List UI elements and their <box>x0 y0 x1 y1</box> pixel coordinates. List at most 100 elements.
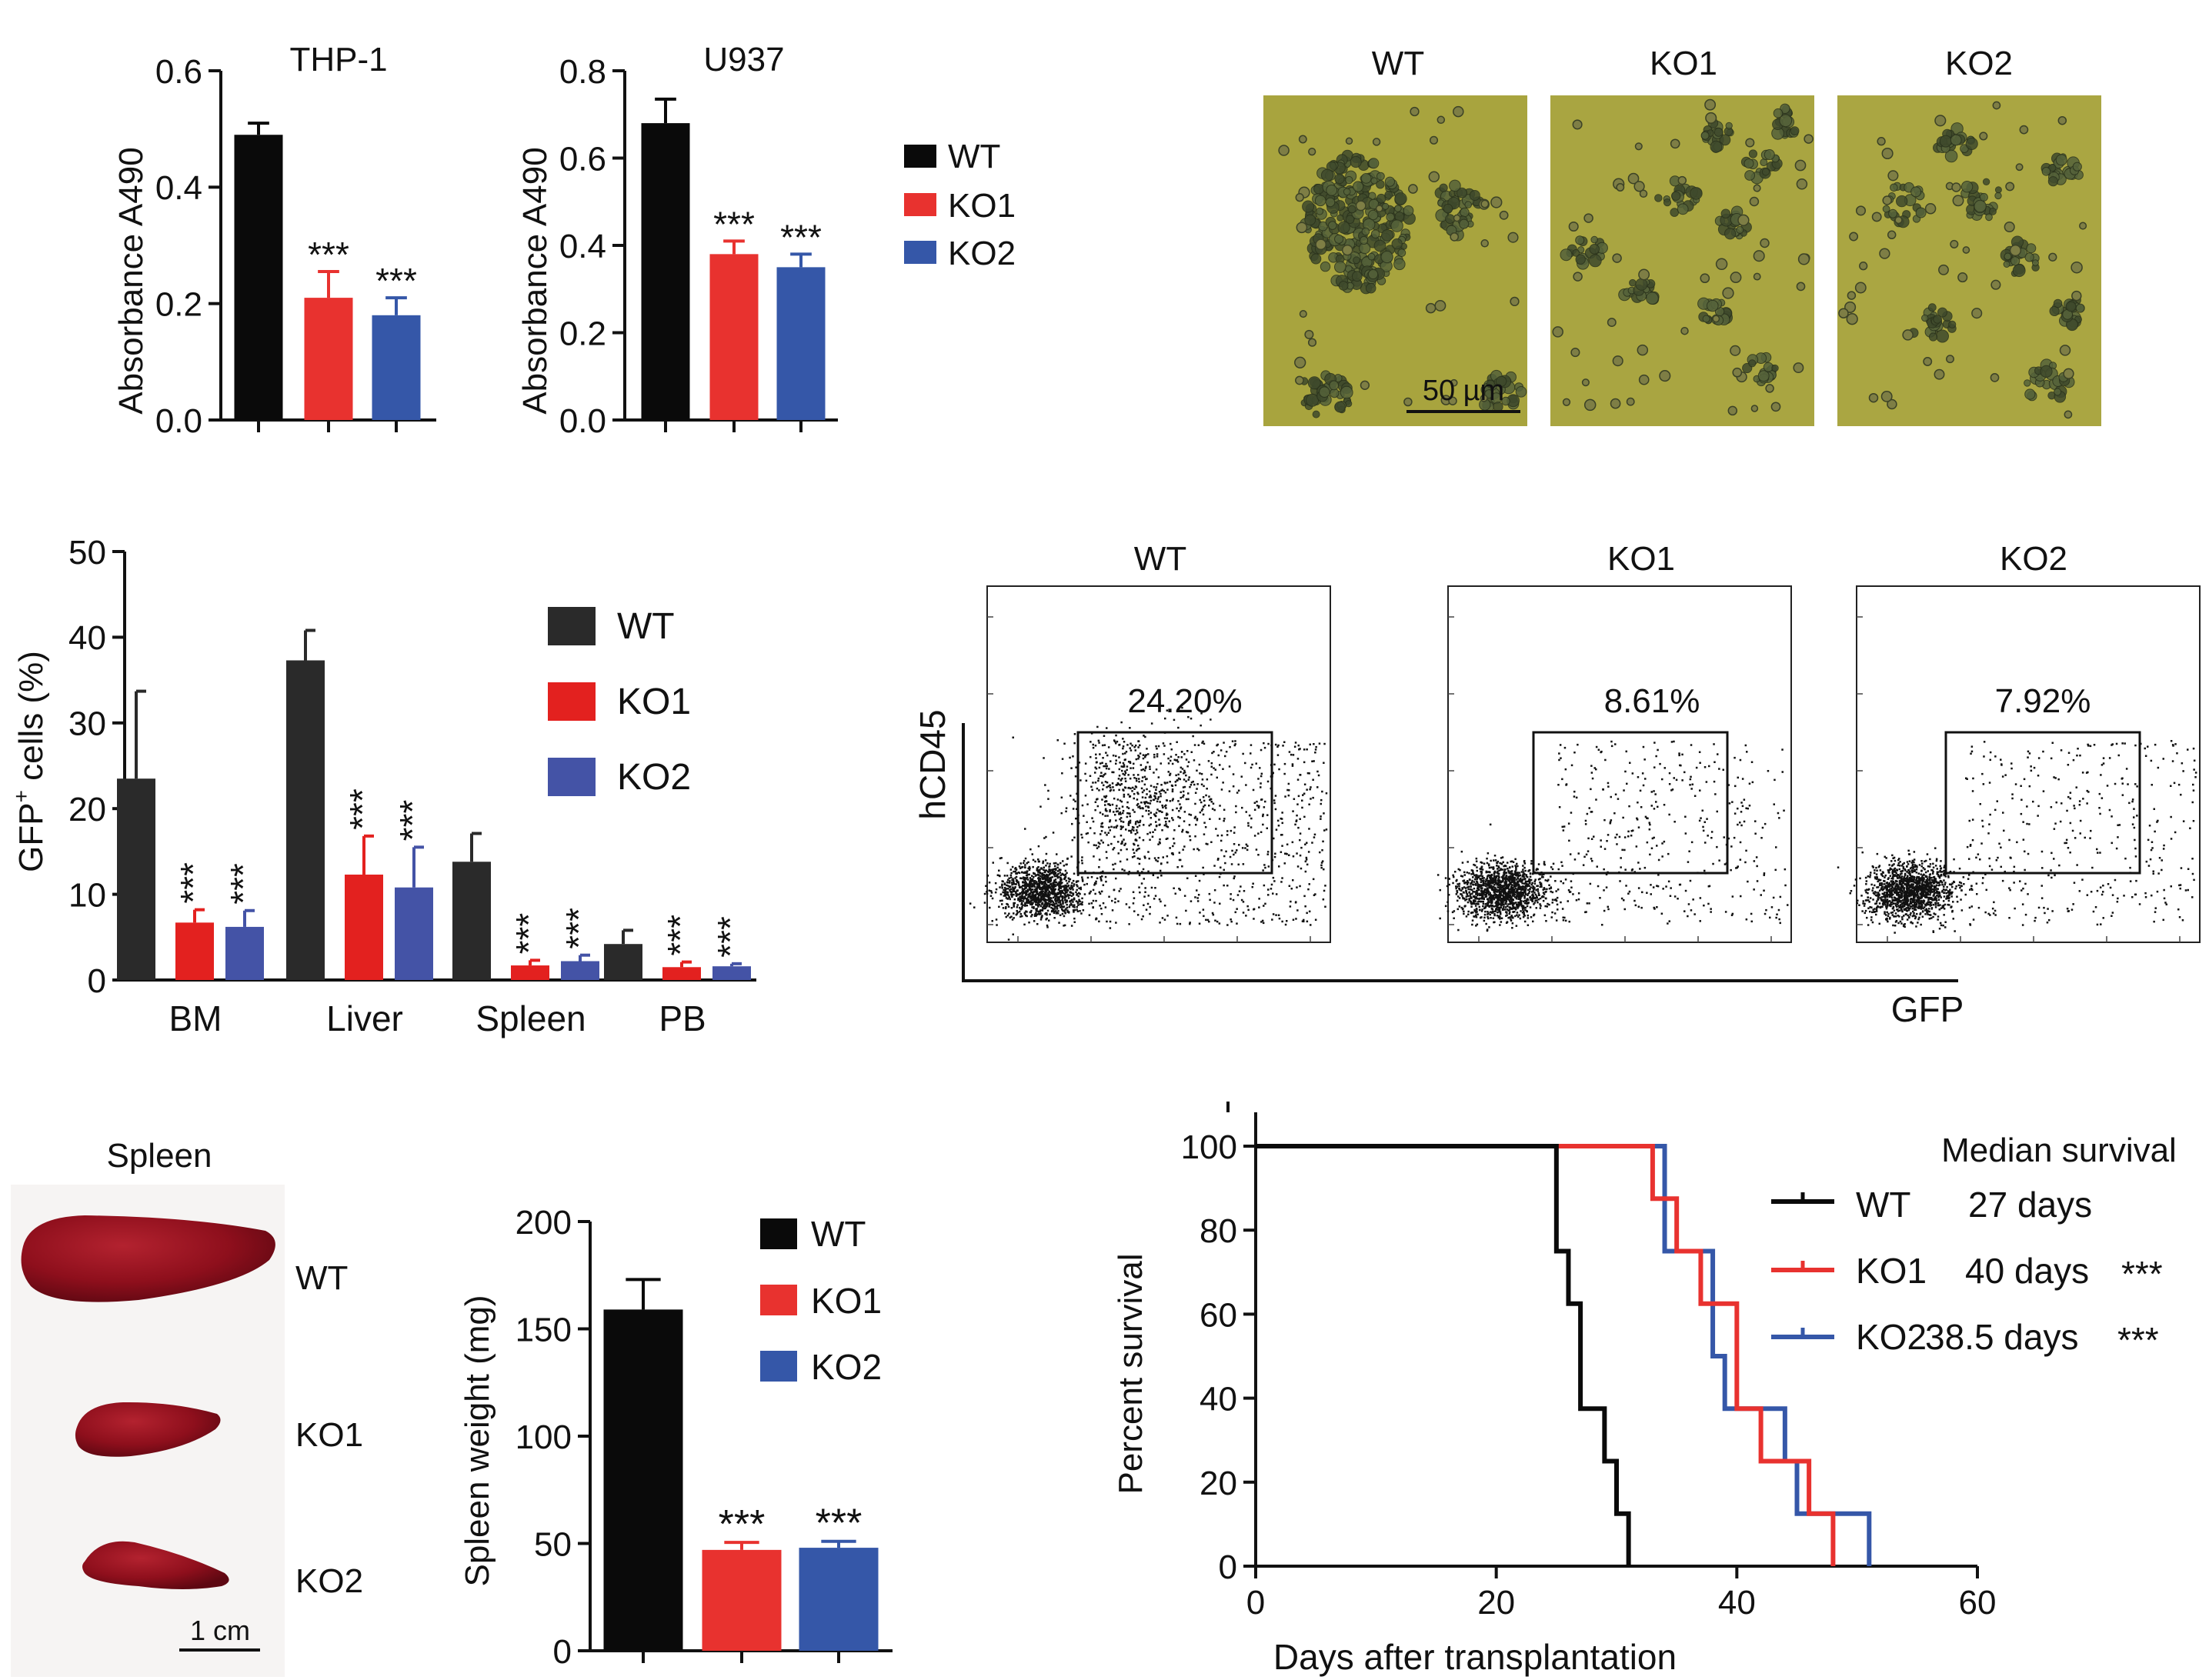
flow-event <box>1150 886 1153 889</box>
flow-event <box>1022 904 1024 906</box>
flow-event <box>1485 892 1488 895</box>
flow-event <box>1037 871 1039 873</box>
flow-event <box>1621 848 1623 852</box>
flow-event <box>1505 872 1507 874</box>
flow-event <box>1196 769 1198 772</box>
flow-event <box>1059 876 1062 879</box>
flow-event <box>1503 868 1506 871</box>
micrograph-single-cell <box>1971 308 1983 319</box>
micrograph-single-cell <box>1278 145 1290 156</box>
flow-event <box>1523 920 1527 923</box>
flow-event <box>1033 895 1035 897</box>
flow-event <box>1230 829 1233 832</box>
flow-event <box>1511 927 1513 929</box>
flow-event <box>1505 881 1508 883</box>
flow-event <box>1524 888 1527 892</box>
flow-event <box>1290 753 1293 756</box>
flow-event <box>1511 890 1514 892</box>
flow-event <box>1517 895 1520 898</box>
flow-event <box>1033 913 1036 915</box>
flow-event <box>1030 903 1033 906</box>
flow-event <box>1514 891 1517 894</box>
flow-event <box>1026 915 1028 918</box>
flow-event <box>1166 817 1169 820</box>
flow-event <box>1202 908 1205 911</box>
micrograph-cell <box>1939 135 1952 148</box>
flow-event <box>1306 912 1308 915</box>
flow-event <box>1516 888 1519 891</box>
micrograph-cell <box>1391 238 1403 250</box>
flow-event <box>1055 868 1057 871</box>
flow-event <box>1467 882 1469 885</box>
flow-event <box>1314 748 1317 751</box>
flow-event <box>1056 853 1058 855</box>
micrograph-cell <box>1719 134 1731 146</box>
flow-event <box>1466 893 1469 895</box>
flow-event <box>1011 918 1014 921</box>
flow-event <box>1286 788 1289 792</box>
flow-event <box>1172 853 1174 855</box>
flow-event <box>1485 922 1487 925</box>
flow-event <box>1551 898 1554 901</box>
flow-event <box>1494 882 1497 884</box>
flow-event <box>1756 865 1758 868</box>
flow-event <box>1491 878 1493 882</box>
flow-event <box>1463 892 1465 894</box>
flow-event <box>1205 918 1207 922</box>
flow-event <box>1288 751 1291 753</box>
flow-event <box>1059 872 1061 874</box>
flow-event <box>1539 881 1541 884</box>
flow-event <box>1126 858 1129 861</box>
micrograph-clump <box>1740 149 1783 185</box>
flow-event <box>1054 885 1057 888</box>
micrograph-cell <box>1360 173 1372 184</box>
micrograph-clump <box>2024 358 2075 403</box>
flow-event <box>1517 875 1520 877</box>
flow-event <box>1203 833 1206 835</box>
flow-event <box>1290 900 1292 903</box>
micrograph-cell <box>1457 187 1467 198</box>
flow-event <box>1003 895 1006 897</box>
flow-event <box>1296 852 1298 855</box>
flow-event <box>1270 888 1273 890</box>
u937-significance: *** <box>713 204 755 244</box>
flow-event <box>1010 915 1013 918</box>
flow-event <box>1085 779 1088 782</box>
micrograph-cell <box>1646 292 1659 305</box>
gfp-y-tick-label: 40 <box>68 619 106 657</box>
micrograph-cell <box>1588 254 1602 268</box>
flow-event <box>1590 858 1593 860</box>
flow-event <box>1122 752 1124 755</box>
flow-event <box>1481 862 1483 864</box>
flow-event <box>1539 885 1541 888</box>
flow-event <box>1036 908 1038 910</box>
flow-event <box>1084 795 1087 797</box>
flow-event <box>1287 794 1290 797</box>
legend-label-ko2: KO2 <box>948 235 1016 272</box>
flow-event <box>1131 790 1133 792</box>
flow-event <box>1260 782 1262 785</box>
flow-event <box>1006 891 1008 893</box>
flow-event <box>1141 791 1144 794</box>
flow-event <box>1527 914 1529 917</box>
flow-event <box>1176 922 1179 925</box>
flow-event <box>1053 895 1056 898</box>
flow-event <box>1467 881 1470 884</box>
flow-event <box>1156 755 1159 758</box>
flow-event <box>1639 789 1642 792</box>
flow-event <box>1205 842 1207 845</box>
gfp-y-tick-label: 30 <box>68 705 106 743</box>
flow-event <box>1135 786 1138 788</box>
flow-event <box>1134 833 1137 835</box>
flow-event <box>1495 895 1497 897</box>
flow-event <box>985 885 987 887</box>
flow-event <box>1137 746 1140 748</box>
flow-event <box>1562 882 1565 885</box>
flow-event <box>1607 871 1609 874</box>
flow-event <box>1523 873 1526 875</box>
flow-event <box>1508 892 1510 895</box>
flow-event <box>1005 915 1007 918</box>
flow-event <box>1502 908 1504 910</box>
flow-event <box>1505 887 1508 889</box>
micrograph-cell <box>1443 203 1453 214</box>
